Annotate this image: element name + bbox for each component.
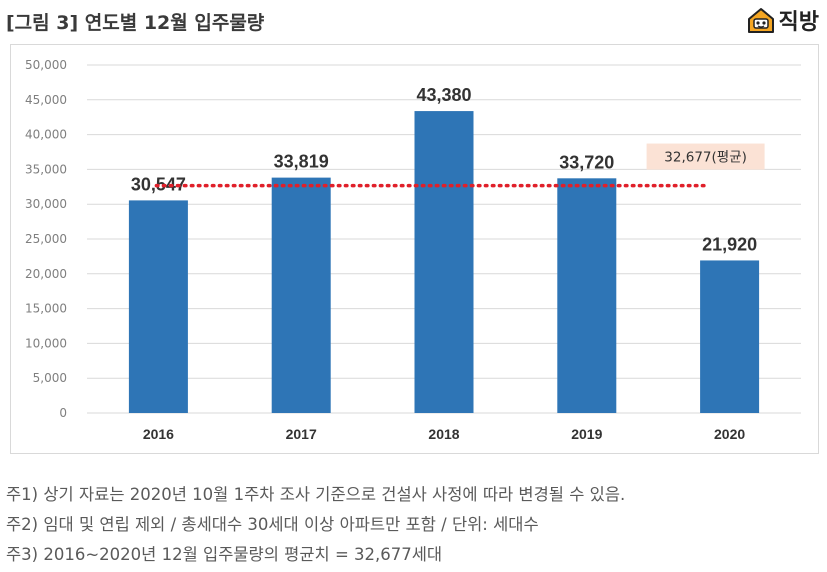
y-tick-label: 40,000 bbox=[25, 128, 67, 142]
bar bbox=[700, 260, 760, 413]
footnotes: 주1) 상기 자료는 2020년 10월 1주차 조사 기준으로 건설사 사정에… bbox=[6, 480, 821, 570]
average-label: 32,677(평균) bbox=[664, 150, 747, 166]
bar bbox=[128, 200, 188, 413]
x-tick-label: 2016 bbox=[143, 426, 174, 442]
y-tick-label: 10,000 bbox=[25, 336, 67, 350]
footnote-3: 주3) 2016~2020년 12월 입주물량의 평균치 = 32,677세대 bbox=[6, 545, 443, 564]
figure-title: [그림 3] 연도별 12월 입주물량 bbox=[6, 12, 265, 34]
house-face-icon bbox=[747, 8, 774, 33]
x-tick-label: 2017 bbox=[286, 426, 317, 442]
y-tick-label: 0 bbox=[59, 406, 67, 420]
bar-chart: 0 5,000 10,000 15,000 20,000 25,000 30,000 35,0… bbox=[25, 58, 801, 442]
chart-header: [그림 3] 연도별 12월 입주물량 직방 bbox=[0, 0, 827, 40]
y-tick-label: 50,000 bbox=[25, 58, 67, 72]
bar bbox=[414, 111, 474, 414]
y-tick-label: 35,000 bbox=[25, 162, 67, 176]
footnote-2: 주2) 임대 및 연립 제외 / 총세대수 30세대 이상 아파트만 포함 / … bbox=[6, 515, 539, 534]
y-tick-label: 15,000 bbox=[25, 302, 67, 316]
bar-value-label: 21,920 bbox=[702, 234, 757, 254]
x-tick-label: 2020 bbox=[714, 426, 745, 442]
average-label-box bbox=[646, 143, 765, 170]
y-tick-label: 5,000 bbox=[33, 371, 67, 385]
footnote-1: 주1) 상기 자료는 2020년 10월 1주차 조사 기준으로 건설사 사정에… bbox=[6, 485, 626, 504]
logo-text: 직방 bbox=[778, 10, 819, 35]
bar-value-label: 33,720 bbox=[559, 152, 614, 172]
y-tick-label: 25,000 bbox=[25, 232, 67, 246]
zigbang-logo: 직방 bbox=[746, 4, 819, 36]
bar-value-label: 43,380 bbox=[416, 85, 471, 105]
x-tick-label: 2019 bbox=[571, 426, 602, 442]
y-tick-label: 45,000 bbox=[25, 93, 67, 107]
x-tick-label: 2018 bbox=[428, 426, 459, 442]
y-tick-label: 20,000 bbox=[25, 267, 67, 281]
y-tick-label: 30,000 bbox=[25, 197, 67, 211]
chart-area: 0 5,000 10,000 15,000 20,000 25,000 30,000 35,0… bbox=[10, 44, 819, 454]
bar bbox=[271, 177, 331, 413]
bar bbox=[557, 178, 617, 413]
bar-value-label: 33,819 bbox=[274, 152, 329, 172]
